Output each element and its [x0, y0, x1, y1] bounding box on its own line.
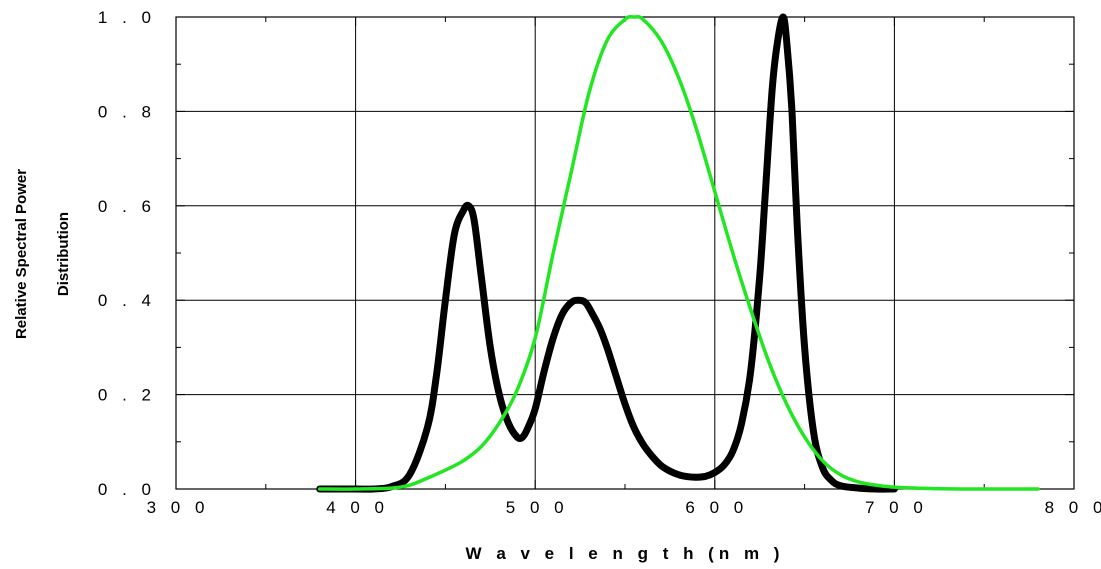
- x-tick-label: 3 0 0: [147, 498, 210, 517]
- x-tick-label: 8 0 0: [1045, 498, 1101, 517]
- y-tick-label: 0 . 2: [98, 386, 156, 405]
- tick-labels: 3 0 0 4 0 0 5 0 0 6 0 0 7 0 0 8 0 0 0 . 0 0 . 2…: [98, 8, 1101, 517]
- y-tick-label: 0 . 8: [98, 102, 156, 121]
- x-tick-label: 6 0 0: [685, 498, 748, 517]
- y-tick-label: 1 . 0: [98, 8, 156, 27]
- series-layer: [316, 13, 1040, 493]
- series-line-1: [316, 13, 898, 493]
- y-axis-title-line-1: Relative Spectral Power: [13, 169, 30, 339]
- x-tick-label: 7 0 0: [865, 498, 928, 517]
- plot-frame: [175, 16, 1075, 490]
- y-tick-label: 0 . 4: [98, 291, 156, 310]
- x-axis-title: W a v e l e n g t h (n m ): [466, 544, 785, 563]
- grid-lines: [176, 17, 1074, 489]
- axis-ticks: [175, 16, 1075, 490]
- y-tick-label: 0 . 0: [98, 480, 156, 499]
- series-line-2: [317, 14, 1040, 491]
- y-tick-label: 0 . 6: [98, 197, 156, 216]
- x-tick-label: 4 0 0: [326, 498, 389, 517]
- y-axis-title-line-2: Distribution: [55, 212, 72, 296]
- x-tick-label: 5 0 0: [506, 498, 569, 517]
